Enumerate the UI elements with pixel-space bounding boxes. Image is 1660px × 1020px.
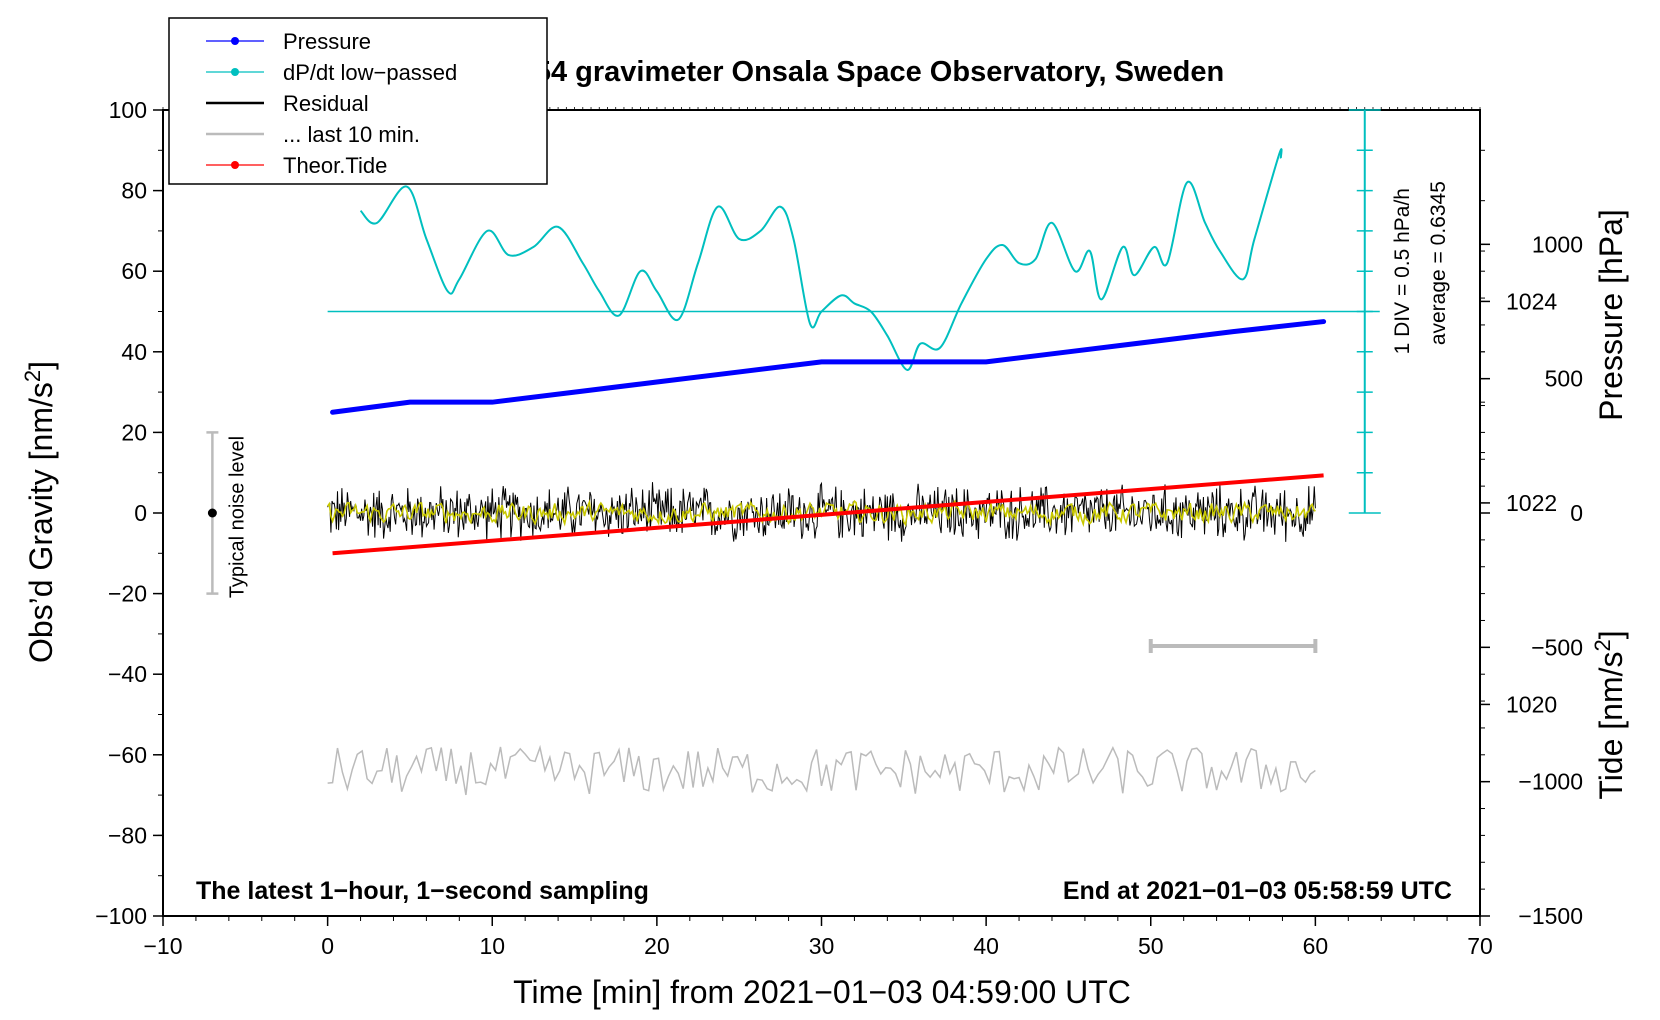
pressure-tick-label: 1024 [1506,288,1557,314]
tide-series-line [332,473,1324,556]
footer-left-note: The latest 1−hour, 1−second sampling [196,877,649,905]
noise-level-label: Typical noise level [226,436,248,598]
scale-bar-average-label: average = 0.6345 [1427,181,1450,345]
legend-box [168,17,548,185]
legend-entries: Pressure dP/dt low−passed Residual ... last… [206,29,457,178]
legend-marker [231,161,239,169]
x-tick-label: 20 [644,933,670,959]
tide-tick-label: −1000 [1518,769,1583,795]
x-tick-label: 0 [321,933,334,959]
dpdt-series-line [359,148,1283,371]
pressure-tick-label: 1022 [1506,490,1557,516]
footer-right-note: End at 2021−01−03 05:58:59 UTC [1063,877,1452,905]
residual-series-line [327,481,1316,543]
y-tick-label: 80 [121,178,147,204]
x-tick-label: −10 [143,933,182,959]
tide-tick-label: −500 [1531,634,1583,660]
tide-tick-label: 1000 [1532,231,1583,257]
legend-label: Residual [283,91,369,116]
y-tick-label: −80 [108,822,147,848]
legend-label: dP/dt low−passed [283,60,457,85]
x-axis-label: Time [min] from 2021−01−03 04:59:00 UTC [513,974,1131,1010]
ticks-layer: −10 0 10 20 30 40 50 60 70100806040200−20−40−60−… [95,97,1583,959]
legend: Pressure dP/dt low−passed Residual ... last… [168,17,548,185]
y-tick-label: −40 [108,661,147,687]
residual-smoothed-line [326,499,1316,528]
y-tick-label: −60 [108,742,147,768]
y-tick-label: 100 [109,97,147,123]
y-tick-label: 20 [121,419,147,445]
y-tick-label: 40 [121,339,147,365]
legend-label: Theor.Tide [283,153,387,178]
last10-series-line [327,744,1316,796]
noise-bar-dot [207,508,217,518]
x-tick-label: 30 [809,933,835,959]
legend-marker [231,37,239,45]
series-layer [326,148,1380,796]
x-tick-label: 50 [1138,933,1164,959]
y-tick-label: −20 [108,581,147,607]
legend-label: ... last 10 min. [283,122,420,147]
pressure-series-line [330,319,1327,415]
x-tick-label: 40 [973,933,999,959]
tide-tick-label: 500 [1545,366,1583,392]
y-tick-label: 60 [121,258,147,284]
y-axis-label-tide: Tide [nm/s2] [1590,630,1629,799]
tide-tick-label: 0 [1570,500,1583,526]
tide-tick-label: −1500 [1518,903,1583,929]
annotations-layer: 1 DIV = 0.5 hPa/h average = 0.6345 Typic… [206,109,1450,653]
pressure-tick-label: 1020 [1506,691,1557,717]
x-tick-label: 60 [1303,933,1329,959]
y-axis-label-left: Obs’d Gravity [nm/s2] [20,361,59,663]
chart-title: SCG_054 gravimeter Onsala Space Observat… [440,56,1224,88]
legend-label: Pressure [283,29,371,54]
x-tick-label: 70 [1467,933,1493,959]
y-tick-label: 0 [134,500,147,526]
legend-marker [231,68,239,76]
scale-bar-div-label: 1 DIV = 0.5 hPa/h [1391,188,1414,354]
y-axis-label-pressure: Pressure [hPa] [1593,209,1629,421]
x-tick-label: 10 [479,933,505,959]
y-tick-label: −100 [95,903,147,929]
